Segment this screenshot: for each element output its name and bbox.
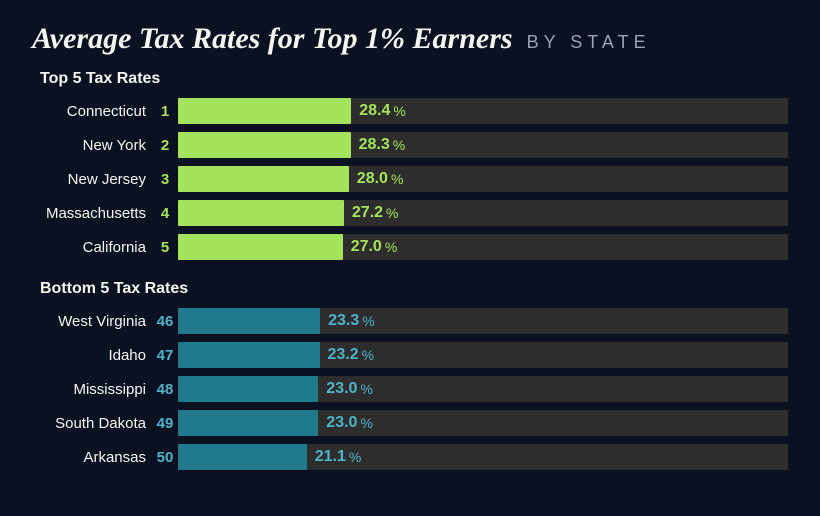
chart-title: Average Tax Rates for Top 1% Earners [32,22,513,56]
bar-row: Idaho47 23.2% [32,340,788,370]
bar-fill [178,342,320,368]
bar-fill [178,98,351,124]
rank-number: 46 [152,313,178,330]
rank-number: 5 [152,239,178,256]
bar-row: Arkansas50 21.1% [32,442,788,472]
value-label: 23.2% [328,342,375,368]
percent-sign: % [360,381,372,397]
chart-subtitle: BY STATE [527,32,651,53]
bar-row: New Jersey3 28.0% [32,164,788,194]
percent-sign: % [391,171,403,187]
percent-sign: % [362,313,374,329]
percent-sign: % [393,103,405,119]
value-label: 28.0% [357,166,404,192]
state-label: Idaho [32,347,152,364]
rank-number: 1 [152,103,178,120]
rank-number: 47 [152,347,178,364]
chart-section: Top 5 Tax Rates Connecticut1 28.4% New York… [32,70,788,262]
rank-number: 49 [152,415,178,432]
bar-fill [178,234,343,260]
value-label: 23.0% [326,376,373,402]
bar-row: California5 27.0% [32,232,788,262]
state-label: California [32,239,152,256]
bar-fill [178,132,351,158]
value-label: 28.4% [359,98,406,124]
rank-number: 3 [152,171,178,188]
rows-container: Connecticut1 28.4% New York2 28.3% New Jerse… [32,96,788,262]
percent-sign: % [349,449,361,465]
bar-track: 27.0% [178,234,788,260]
value-label: 21.1% [315,444,362,470]
state-label: New York [32,137,152,154]
state-label: South Dakota [32,415,152,432]
bar-fill [178,376,318,402]
bar-fill [178,410,318,436]
section-heading: Bottom 5 Tax Rates [40,280,788,298]
bar-fill [178,166,349,192]
rank-number: 4 [152,205,178,222]
rows-container: West Virginia46 23.3% Idaho47 23.2% Mississi… [32,306,788,472]
percent-sign: % [385,239,397,255]
bar-fill [178,200,344,226]
title-row: Average Tax Rates for Top 1% Earners BY … [32,22,788,56]
bar-row: Mississippi48 23.0% [32,374,788,404]
state-label: Mississippi [32,381,152,398]
percent-sign: % [362,347,374,363]
rank-number: 50 [152,449,178,466]
percent-sign: % [386,205,398,221]
value-label: 27.2% [352,200,399,226]
bar-track: 23.0% [178,376,788,402]
bar-fill [178,444,307,470]
bar-track: 28.4% [178,98,788,124]
state-label: West Virginia [32,313,152,330]
section-heading: Top 5 Tax Rates [40,70,788,88]
bar-track: 21.1% [178,444,788,470]
value-label: 28.3% [359,132,406,158]
bar-row: South Dakota49 23.0% [32,408,788,438]
value-label: 27.0% [351,234,398,260]
bar-track: 23.3% [178,308,788,334]
bar-row: New York2 28.3% [32,130,788,160]
chart-container: Average Tax Rates for Top 1% Earners BY … [0,0,820,516]
value-label: 23.3% [328,308,375,334]
rank-number: 48 [152,381,178,398]
state-label: Connecticut [32,103,152,120]
percent-sign: % [393,137,405,153]
bar-row: West Virginia46 23.3% [32,306,788,336]
bar-track: 27.2% [178,200,788,226]
bar-fill [178,308,320,334]
chart-section: Bottom 5 Tax Rates West Virginia46 23.3% Id… [32,280,788,472]
state-label: New Jersey [32,171,152,188]
rank-number: 2 [152,137,178,154]
value-label: 23.0% [326,410,373,436]
bar-track: 28.3% [178,132,788,158]
bar-row: Connecticut1 28.4% [32,96,788,126]
state-label: Arkansas [32,449,152,466]
percent-sign: % [360,415,372,431]
bar-track: 23.0% [178,410,788,436]
bar-track: 28.0% [178,166,788,192]
bar-row: Massachusetts4 27.2% [32,198,788,228]
sections-container: Top 5 Tax Rates Connecticut1 28.4% New York… [32,70,788,472]
state-label: Massachusetts [32,205,152,222]
bar-track: 23.2% [178,342,788,368]
